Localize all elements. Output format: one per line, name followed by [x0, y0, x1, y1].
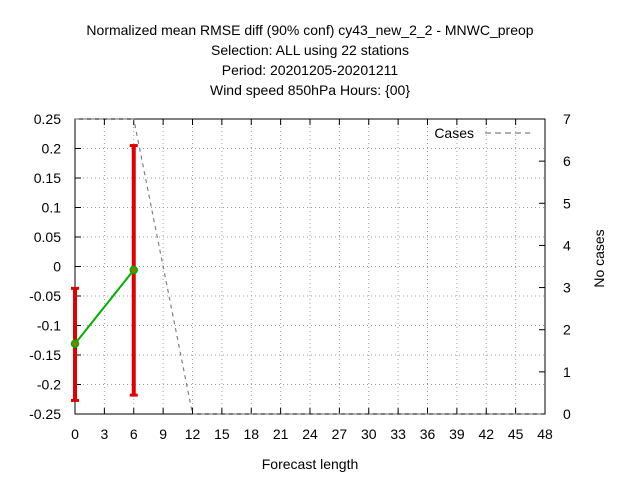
y-left-tick-label-3: 0.1	[42, 200, 62, 216]
y-right-axis-label: No cases	[591, 229, 607, 287]
data-point-6	[129, 265, 138, 275]
y-left-tick-label-10: -0.25	[29, 406, 61, 422]
x-tick-label-33: 33	[390, 426, 406, 442]
x-tick-label-0: 0	[71, 426, 79, 442]
x-tick-label-36: 36	[420, 426, 436, 442]
x-tick-label-48: 48	[537, 426, 553, 442]
y-left-tick-label-2: 0.15	[34, 170, 61, 186]
x-tick-label-30: 30	[361, 426, 377, 442]
x-tick-label-27: 27	[332, 426, 348, 442]
data-point-0	[70, 339, 80, 349]
y-right-tick-label-0: 7	[563, 111, 571, 127]
series-rmse-line	[74, 269, 135, 345]
y-right-tick-label-6: 1	[563, 364, 571, 380]
x-tick-label-15: 15	[214, 426, 230, 442]
y-left-tick-label-4: 0.05	[34, 229, 61, 245]
x-tick-label-9: 9	[159, 426, 167, 442]
x-tick-label-24: 24	[302, 426, 318, 442]
legend-label-cases: Cases	[434, 125, 474, 141]
x-axis-label: Forecast length	[262, 456, 359, 472]
chart-title-line-1: Normalized mean RMSE diff (90% conf) cy4…	[86, 22, 533, 38]
x-tick-label-3: 3	[100, 426, 108, 442]
y-right-tick-label-3: 4	[563, 237, 571, 253]
chart-title-line-3: Period: 20201205-20201211	[222, 62, 399, 78]
y-left-tick-label-1: 0.2	[42, 141, 62, 157]
x-tick-label-21: 21	[273, 426, 289, 442]
y-left-tick-label-5: 0	[53, 259, 61, 275]
y-right-tick-label-1: 6	[563, 153, 571, 169]
x-tick-label-18: 18	[243, 426, 259, 442]
chart-title-line-2: Selection: ALL using 22 stations	[211, 42, 409, 58]
x-tick-label-6: 6	[130, 426, 138, 442]
x-tick-label-12: 12	[185, 426, 201, 442]
y-right-tick-label-4: 3	[563, 280, 571, 296]
x-tick-label-42: 42	[478, 426, 494, 442]
chart-title-line-4: Wind speed 850hPa Hours: {00}	[210, 82, 410, 98]
y-left-tick-label-8: -0.15	[29, 347, 61, 363]
y-left-tick-label-9: -0.2	[37, 377, 61, 393]
y-left-tick-label-6: -0.05	[29, 288, 61, 304]
y-left-tick-label-0: 0.25	[34, 111, 61, 127]
series-cases-line	[75, 118, 545, 415]
x-tick-label-45: 45	[508, 426, 524, 442]
x-tick-label-39: 39	[449, 426, 465, 442]
y-left-tick-label-7: -0.1	[37, 318, 61, 334]
y-right-tick-label-5: 2	[563, 322, 571, 338]
y-right-tick-label-7: 0	[563, 406, 571, 422]
y-right-tick-label-2: 5	[563, 195, 571, 211]
